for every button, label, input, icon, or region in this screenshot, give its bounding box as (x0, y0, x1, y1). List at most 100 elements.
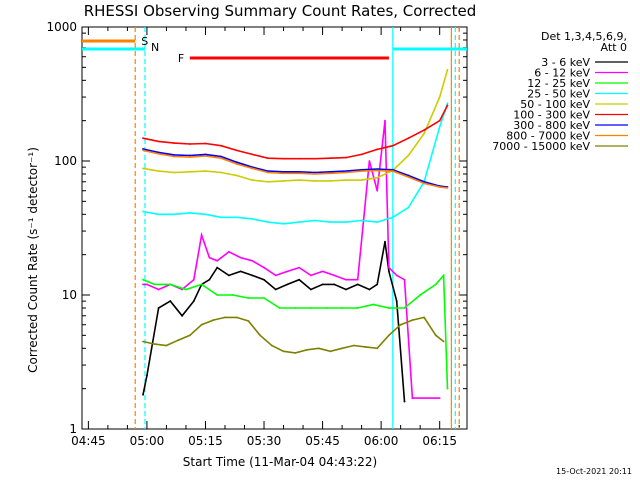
data-point (142, 148, 144, 150)
data-point (251, 167, 254, 170)
data-point (356, 283, 359, 286)
x-tick-label: 06:15 (422, 434, 457, 448)
data-point (313, 219, 316, 222)
data-point (329, 221, 332, 223)
data-point (423, 316, 425, 319)
data-point (438, 119, 441, 122)
data-point (376, 168, 379, 171)
data-point (403, 278, 406, 281)
data-point (220, 144, 222, 147)
data-point (204, 155, 207, 157)
data-point (407, 206, 410, 209)
data-point (407, 176, 410, 178)
series-line (143, 120, 440, 399)
data-point (239, 256, 242, 259)
y-axis-label: Corrected Count Rate (s⁻¹ detector⁻¹) (26, 147, 40, 373)
data-point (376, 189, 379, 192)
legend-label: 3 - 6 keV (541, 56, 590, 69)
data-point (286, 270, 289, 273)
legend-label: 6 - 12 keV (534, 67, 590, 80)
data-point (204, 142, 207, 145)
data-point (235, 161, 238, 164)
data-point (247, 297, 250, 299)
data-point (235, 216, 238, 219)
data-point (376, 347, 379, 350)
data-point (251, 179, 254, 182)
data-point (188, 156, 191, 158)
data-point (173, 154, 176, 156)
data-point (407, 174, 410, 177)
data-point (142, 210, 144, 213)
data-point (411, 319, 414, 321)
data-point (442, 340, 445, 343)
data-point (220, 155, 222, 158)
data-point (384, 240, 386, 243)
data-point (220, 171, 222, 174)
data-point (341, 347, 343, 350)
x-tick-label: 06:00 (364, 434, 399, 448)
data-point (239, 270, 242, 273)
data-point (192, 300, 195, 303)
data-point (274, 288, 277, 291)
data-point (153, 343, 156, 346)
data-point (274, 274, 277, 277)
data-point (345, 278, 347, 281)
data-point (220, 216, 222, 219)
data-point (267, 157, 269, 160)
data-point (173, 142, 176, 145)
observing-flag-label: F (178, 52, 184, 65)
data-point (251, 217, 254, 220)
data-point (294, 351, 297, 354)
data-point (200, 283, 203, 286)
data-point (177, 339, 180, 342)
series-line (142, 148, 448, 188)
data-point (200, 323, 203, 326)
data-point (188, 211, 191, 214)
legend-header-detectors: Det 1,3,4,5,6,9, (541, 30, 627, 43)
data-point (352, 344, 355, 347)
data-point (146, 374, 148, 377)
data-point (395, 274, 398, 277)
y-tick-label: 100 (54, 154, 77, 168)
data-point (313, 171, 316, 174)
data-point (267, 171, 269, 174)
legend-label: 12 - 25 keV (527, 77, 590, 90)
data-point (388, 307, 390, 309)
data-point (142, 283, 144, 286)
data-point (321, 283, 324, 286)
data-point (360, 168, 363, 171)
data-point (442, 274, 445, 277)
chart-title: RHESSI Observing Summary Count Rates, Co… (84, 2, 477, 20)
x-tick-label: 05:45 (305, 434, 340, 448)
data-point (188, 334, 191, 337)
data-point (142, 167, 144, 170)
y-tick-label: 10 (62, 288, 77, 302)
data-point (399, 323, 402, 326)
legend-label: 800 - 7000 keV (506, 130, 590, 143)
data-point (309, 274, 312, 277)
data-point (169, 283, 172, 286)
data-point (146, 283, 148, 286)
data-point (446, 68, 449, 71)
data-point (298, 157, 301, 160)
data-point (317, 347, 320, 350)
data-point (235, 174, 238, 177)
x-tick-label: 05:30 (247, 434, 282, 448)
data-point (360, 170, 363, 173)
data-point (403, 307, 406, 309)
data-point (388, 334, 390, 337)
data-point (251, 153, 254, 156)
data-point (204, 153, 207, 156)
data-point (204, 170, 207, 173)
data-point (345, 288, 347, 291)
data-point (286, 283, 289, 286)
data-point (247, 320, 250, 322)
data-point (298, 172, 301, 175)
data-point (216, 259, 219, 262)
data-point (376, 148, 379, 151)
data-point (298, 170, 301, 173)
data-point (446, 186, 449, 189)
data-point (173, 213, 176, 216)
data-point (376, 176, 379, 179)
data-point (313, 173, 316, 175)
